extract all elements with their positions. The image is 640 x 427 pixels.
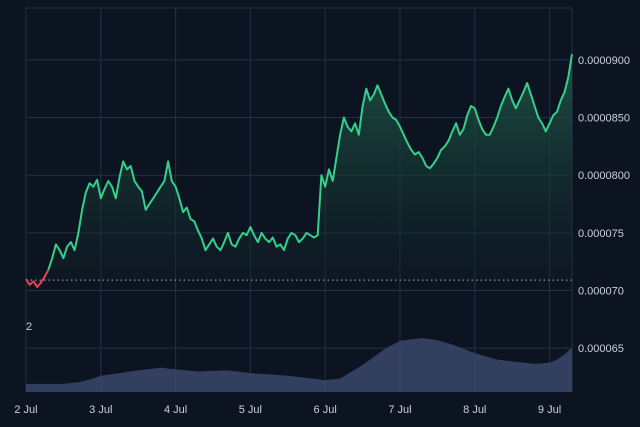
y-tick-label: 0.0000800 — [578, 170, 630, 182]
x-tick-label: 9 Jul — [538, 404, 561, 416]
x-tick-label: 8 Jul — [463, 404, 486, 416]
volume-axis-label: 2 — [26, 321, 32, 333]
x-tick-label: 5 Jul — [239, 404, 262, 416]
price-line-down — [25, 269, 50, 289]
price-area-fill — [26, 54, 572, 288]
y-tick-label: 0.0000850 — [578, 113, 630, 125]
y-tick-label: 0.000065 — [578, 343, 624, 355]
x-tick-label: 3 Jul — [89, 404, 112, 416]
x-tick-label: 4 Jul — [164, 404, 187, 416]
price-line-up — [47, 53, 573, 271]
volume-area — [26, 338, 572, 392]
y-tick-label: 0.0000900 — [578, 55, 630, 67]
y-tick-label: 0.000075 — [578, 228, 624, 240]
x-tick-label: 2 Jul — [14, 404, 37, 416]
x-tick-label: 7 Jul — [388, 404, 411, 416]
x-tick-label: 6 Jul — [314, 404, 337, 416]
y-tick-label: 0.000070 — [578, 286, 624, 298]
